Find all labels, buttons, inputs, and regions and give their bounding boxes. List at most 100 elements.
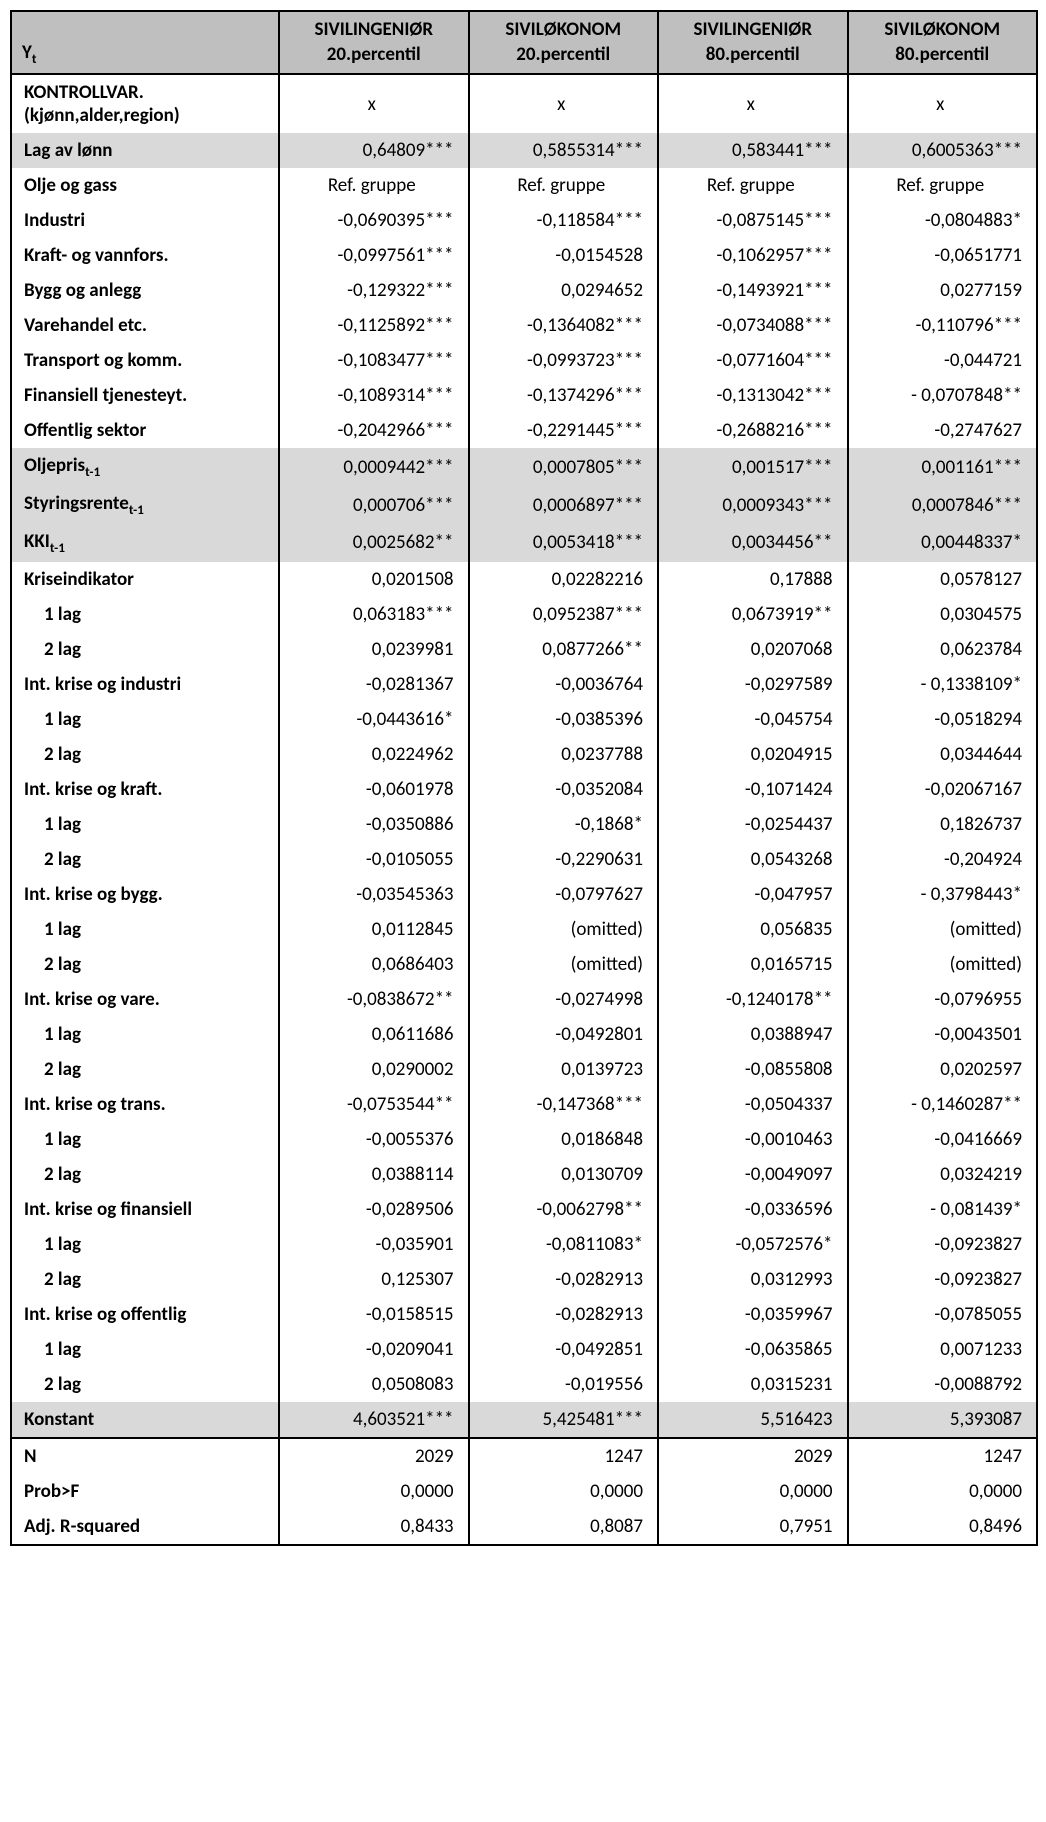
row-label: 1 lag [11, 702, 279, 737]
cell-value: -0,0518294 [848, 702, 1038, 737]
cell-value: -0,1071424 [658, 772, 848, 807]
cell-value: 0,8496 [848, 1509, 1038, 1545]
cell-value: (omitted) [848, 912, 1038, 947]
cell-value: -0,0281367 [279, 667, 469, 702]
table-row: Offentlig sektor-0,2042966***-0,2291445*… [11, 413, 1037, 448]
cell-value: 0,0277159 [848, 273, 1038, 308]
cell-value: 0,0224962 [279, 737, 469, 772]
cell-value: 0,0000 [279, 1474, 469, 1509]
cell-value: -0,204924 [848, 842, 1038, 877]
table-row: 1 lag0,063183***0,0952387***0,0673919**0… [11, 597, 1037, 632]
header-row: Yt SIVILINGENIØR20.percentil SIVILØKONOM… [11, 11, 1037, 74]
cell-value: 0,0000 [469, 1474, 659, 1509]
cell-value: -0,1062957*** [658, 238, 848, 273]
cell-value: -0,0336596 [658, 1192, 848, 1227]
cell-value: 0,0952387*** [469, 597, 659, 632]
table-row: Transport og komm.-0,1083477***-0,099372… [11, 343, 1037, 378]
cell-value: 0,001517*** [658, 448, 848, 486]
cell-value: 0,0009343*** [658, 486, 848, 524]
table-row: Finansiell tjenesteyt.-0,1089314***-0,13… [11, 378, 1037, 413]
cell-value: x [658, 74, 848, 133]
cell-value: 0,5855314*** [469, 133, 659, 168]
row-label: Int. krise og offentlig [11, 1297, 279, 1332]
cell-value: -0,0771604*** [658, 343, 848, 378]
header-col3: SIVILINGENIØR80.percentil [658, 11, 848, 74]
table-row: Kriseindikator0,02015080,022822160,17888… [11, 562, 1037, 597]
cell-value: -0,0010463 [658, 1122, 848, 1157]
cell-value: -0,1083477*** [279, 343, 469, 378]
table-row: 1 lag-0,035901-0,0811083*-0,0572576*-0,0… [11, 1227, 1037, 1262]
cell-value: 0,0202597 [848, 1052, 1038, 1087]
row-label: Int. krise og bygg. [11, 877, 279, 912]
cell-value: - 0,1338109* [848, 667, 1038, 702]
cell-value: -0,0811083* [469, 1227, 659, 1262]
cell-value: -0,0804883* [848, 203, 1038, 238]
table-row: KKIt-10,0025682**0,0053418***0,0034456**… [11, 524, 1037, 562]
header-col1: SIVILINGENIØR20.percentil [279, 11, 469, 74]
row-label: Kriseindikator [11, 562, 279, 597]
cell-value: -0,0254437 [658, 807, 848, 842]
table-row: Oljeprist-10,0009442***0,0007805***0,001… [11, 448, 1037, 486]
cell-value: -0,0651771 [848, 238, 1038, 273]
cell-value: -0,0923827 [848, 1262, 1038, 1297]
cell-value: 2029 [279, 1438, 469, 1474]
cell-value: -0,1364082*** [469, 308, 659, 343]
row-label: 1 lag [11, 912, 279, 947]
cell-value: -0,2688216*** [658, 413, 848, 448]
cell-value: -0,0492801 [469, 1017, 659, 1052]
row-label: Prob>F [11, 1474, 279, 1509]
table-row: Styringsrentet-10,000706***0,0006897***0… [11, 486, 1037, 524]
table-row: 2 lag0,125307-0,02829130,0312993-0,09238… [11, 1262, 1037, 1297]
cell-value: -0,0385396 [469, 702, 659, 737]
table-row: 2 lag0,02900020,0139723-0,08558080,02025… [11, 1052, 1037, 1087]
cell-value: -0,0838672** [279, 982, 469, 1017]
cell-value: -0,0062798** [469, 1192, 659, 1227]
table-row: 2 lag0,02399810,0877266**0,02070680,0623… [11, 632, 1037, 667]
cell-value: 0,1826737 [848, 807, 1038, 842]
cell-value: 0,0201508 [279, 562, 469, 597]
row-label: 2 lag [11, 1262, 279, 1297]
row-label: 1 lag [11, 1122, 279, 1157]
cell-value: - 0,0707848** [848, 378, 1038, 413]
cell-value: -0,0734088*** [658, 308, 848, 343]
cell-value: -0,1240178** [658, 982, 848, 1017]
cell-value: 0,8433 [279, 1509, 469, 1545]
table-row: Industri-0,0690395***-0,118584***-0,0875… [11, 203, 1037, 238]
cell-value: - 0,3798443* [848, 877, 1038, 912]
cell-value: -0,044721 [848, 343, 1038, 378]
table-row: Int. krise og offentlig-0,0158515-0,0282… [11, 1297, 1037, 1332]
cell-value: 0,0165715 [658, 947, 848, 982]
cell-value: 0,0006897*** [469, 486, 659, 524]
cell-value: -0,1125892*** [279, 308, 469, 343]
cell-value: 0,0071233 [848, 1332, 1038, 1367]
cell-value: -0,0753544** [279, 1087, 469, 1122]
cell-value: -0,035901 [279, 1227, 469, 1262]
row-label: 1 lag [11, 1227, 279, 1262]
cell-value: 0,17888 [658, 562, 848, 597]
row-label: N [11, 1438, 279, 1474]
cell-value: 2029 [658, 1438, 848, 1474]
cell-value: 0,0315231 [658, 1367, 848, 1402]
table-row: Varehandel etc.-0,1125892***-0,1364082**… [11, 308, 1037, 343]
row-label: 2 lag [11, 1367, 279, 1402]
header-yt: Yt [11, 11, 279, 74]
table-row: Bygg og anlegg-0,129322***0,0294652-0,14… [11, 273, 1037, 308]
row-label: Adj. R-squared [11, 1509, 279, 1545]
cell-value: 0,0294652 [469, 273, 659, 308]
cell-value: 0,063183*** [279, 597, 469, 632]
cell-value: -0,0601978 [279, 772, 469, 807]
cell-value: -0,0274998 [469, 982, 659, 1017]
cell-value: -0,1374296*** [469, 378, 659, 413]
cell-value: -0,0282913 [469, 1297, 659, 1332]
row-label: 2 lag [11, 1157, 279, 1192]
cell-value: 0,64809*** [279, 133, 469, 168]
cell-value: 0,0025682** [279, 524, 469, 562]
cell-value: 0,056835 [658, 912, 848, 947]
cell-value: Ref. gruppe [279, 168, 469, 203]
row-label: Olje og gass [11, 168, 279, 203]
cell-value: -0,0049097 [658, 1157, 848, 1192]
regression-table: Yt SIVILINGENIØR20.percentil SIVILØKONOM… [10, 10, 1038, 1546]
row-label: Offentlig sektor [11, 413, 279, 448]
cell-value: -0,110796*** [848, 308, 1038, 343]
cell-value: -0,0055376 [279, 1122, 469, 1157]
